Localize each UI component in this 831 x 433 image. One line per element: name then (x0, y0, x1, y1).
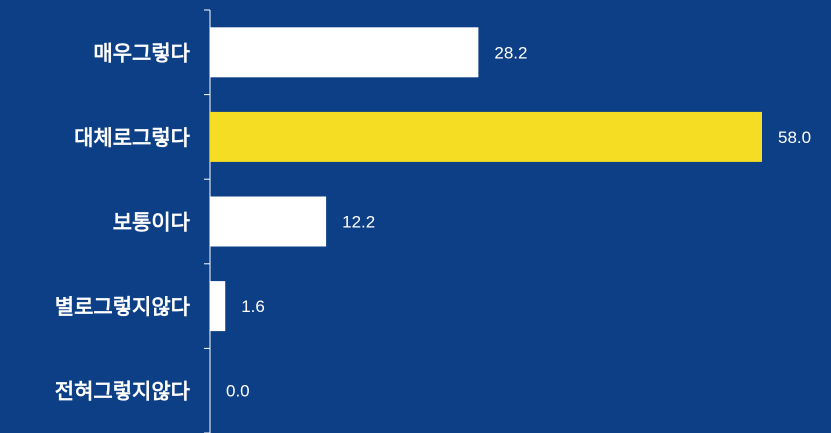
category-label: 별로그렇지않다 (55, 295, 191, 319)
value-label: 1.6 (241, 297, 265, 316)
value-label: 12.2 (342, 213, 375, 232)
bar (210, 27, 479, 78)
value-label: 0.0 (226, 382, 250, 401)
category-label: 대체로그렇다 (74, 126, 191, 150)
value-label: 58.0 (778, 128, 811, 147)
bar (210, 281, 226, 332)
bar (210, 111, 762, 162)
bars (210, 27, 762, 332)
y-axis (204, 9, 211, 433)
category-label: 전혀그렇지않다 (55, 380, 191, 404)
labels: 매우그렇다 28.2 대체로그렇다 58.0 보통이다 12.2 별로그렇지않다 1.6 전혀그… (55, 41, 811, 403)
category-label: 보통이다 (113, 211, 191, 235)
value-label: 28.2 (494, 43, 527, 62)
category-label: 매우그렇다 (93, 41, 190, 65)
bar (210, 196, 327, 247)
